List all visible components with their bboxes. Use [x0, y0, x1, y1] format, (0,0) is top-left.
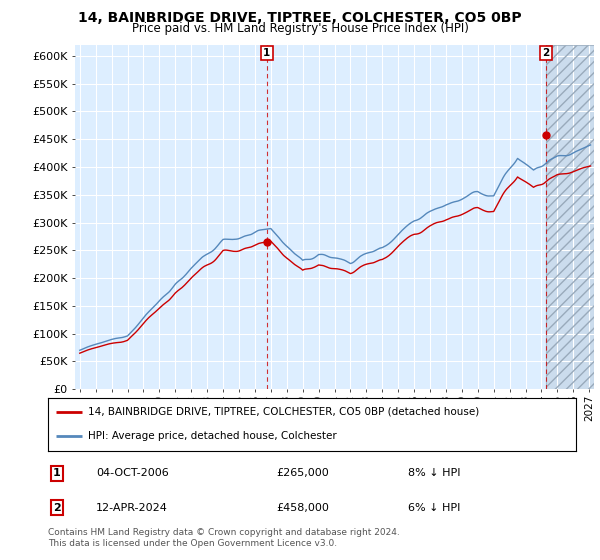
Text: HPI: Average price, detached house, Colchester: HPI: Average price, detached house, Colc… [88, 431, 337, 441]
Text: 1: 1 [263, 48, 271, 58]
Text: 12-APR-2024: 12-APR-2024 [96, 503, 168, 513]
Text: £458,000: £458,000 [276, 503, 329, 513]
Text: 2: 2 [53, 503, 61, 513]
Text: 14, BAINBRIDGE DRIVE, TIPTREE, COLCHESTER, CO5 0BP: 14, BAINBRIDGE DRIVE, TIPTREE, COLCHESTE… [78, 11, 522, 25]
Text: 14, BAINBRIDGE DRIVE, TIPTREE, COLCHESTER, CO5 0BP (detached house): 14, BAINBRIDGE DRIVE, TIPTREE, COLCHESTE… [88, 407, 479, 417]
Text: 6% ↓ HPI: 6% ↓ HPI [408, 503, 460, 513]
Text: 2: 2 [542, 48, 550, 58]
Bar [546, 45, 594, 389]
Text: Contains HM Land Registry data © Crown copyright and database right 2024.
This d: Contains HM Land Registry data © Crown c… [48, 528, 400, 548]
Text: £265,000: £265,000 [276, 468, 329, 478]
Text: Price paid vs. HM Land Registry's House Price Index (HPI): Price paid vs. HM Land Registry's House … [131, 22, 469, 35]
Text: 04-OCT-2006: 04-OCT-2006 [96, 468, 169, 478]
Bar [546, 45, 594, 389]
Text: 8% ↓ HPI: 8% ↓ HPI [408, 468, 461, 478]
Text: 1: 1 [53, 468, 61, 478]
